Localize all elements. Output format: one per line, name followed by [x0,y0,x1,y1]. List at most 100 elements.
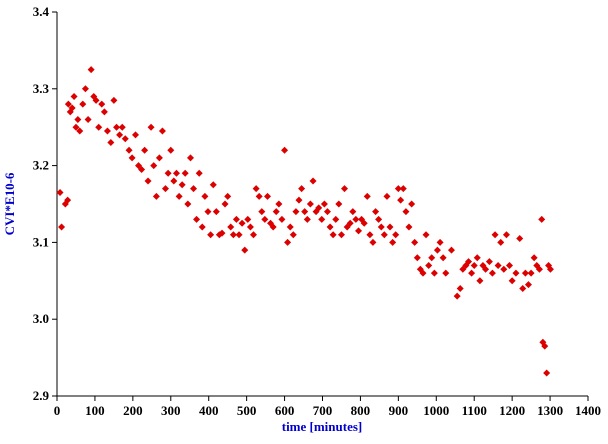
x-tick-label: 700 [313,403,333,418]
data-point [58,223,66,231]
data-point [272,208,280,216]
data-point [397,196,405,204]
data-point [335,200,343,208]
data-point [255,192,263,200]
data-point [411,238,419,246]
x-tick-label: 1000 [423,403,449,418]
data-point [541,342,549,350]
data-point [470,261,478,269]
data-point [269,223,277,231]
x-axis-title: time [minutes] [282,419,363,434]
data-point [494,261,502,269]
data-point [289,231,297,239]
data-point [422,231,430,239]
data-point [408,200,416,208]
data-point [386,223,394,231]
data-point [505,261,513,269]
data-point [488,269,496,277]
x-tick-label: 400 [199,403,219,418]
data-point [275,200,283,208]
data-point [201,192,209,200]
data-point [92,96,100,104]
data-point [103,127,111,135]
data-point [318,215,326,223]
data-point [284,238,292,246]
x-tick-label: 1100 [462,403,487,418]
data-point [118,123,126,131]
data-point [158,127,166,135]
data-point [181,169,189,177]
data-point [249,231,257,239]
data-point [320,200,328,208]
data-point [512,269,520,277]
data-point [360,219,368,227]
data-point [329,231,337,239]
data-point [278,215,286,223]
data-point [433,246,441,254]
data-point [68,104,76,112]
x-tick-label: 0 [54,403,61,418]
data-point [516,235,524,243]
data-point [402,208,410,216]
data-point [315,204,323,212]
x-tick-label: 100 [85,403,105,418]
data-point [246,223,254,231]
data-point [508,277,516,285]
data-point [147,123,155,131]
data-point [81,85,89,93]
data-point [128,154,136,162]
y-tick-label: 2.9 [33,388,50,403]
y-tick-label: 3.1 [33,234,49,249]
x-tick-label: 800 [351,403,371,418]
data-point [144,177,152,185]
data-point [261,215,269,223]
data-point [346,219,354,227]
data-point [121,135,129,143]
data-point [79,100,87,108]
data-point [453,292,461,300]
data-point [170,177,178,185]
data-point [198,223,206,231]
data-point [419,269,427,277]
data-point [340,185,348,193]
x-tick-label: 1300 [537,403,563,418]
data-point [56,188,64,196]
data-point [468,269,476,277]
data-point [465,258,473,266]
y-tick-label: 3.4 [33,4,50,19]
data-point [439,254,447,262]
data-point [546,265,554,273]
data-point [224,192,232,200]
data-point [70,92,78,100]
data-point [172,169,180,177]
data-point [125,146,133,154]
data-point [535,265,543,273]
data-point [152,192,160,200]
data-point [527,269,535,277]
data-point [405,223,413,231]
data-point [252,185,260,193]
data-point [64,196,72,204]
data-point [164,169,172,177]
x-tick-label: 300 [161,403,181,418]
data-point [301,208,309,216]
data-point [543,369,551,377]
data-point [303,215,311,223]
data-point [332,215,340,223]
data-point [227,223,235,231]
data-point [175,192,183,200]
data-point [425,261,433,269]
data-point [90,92,98,100]
data-point [209,181,217,189]
data-point [161,185,169,193]
data-point [352,215,360,223]
data-point [190,185,198,193]
data-point [375,215,383,223]
y-tick-label: 3.0 [33,311,49,326]
data-point [207,231,215,239]
data-point [107,139,115,147]
data-point [295,196,303,204]
data-point [64,100,72,108]
data-point [430,269,438,277]
